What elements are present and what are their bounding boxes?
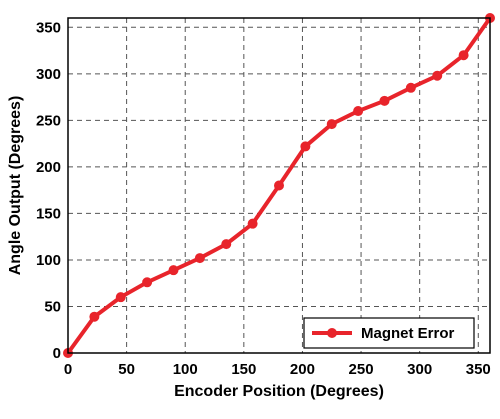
data-point <box>89 311 100 322</box>
data-point <box>168 265 179 276</box>
data-point <box>142 277 153 288</box>
data-point <box>353 106 364 117</box>
y-tick-label: 0 <box>53 345 61 362</box>
y-tick-label: 350 <box>36 19 61 36</box>
data-point <box>326 119 337 130</box>
x-tick-label: 50 <box>118 361 135 378</box>
y-tick-label: 50 <box>44 298 61 315</box>
data-point <box>432 70 443 81</box>
data-point <box>405 82 416 93</box>
y-tick-label: 100 <box>36 252 61 269</box>
data-point <box>458 50 469 61</box>
x-tick-label: 250 <box>349 361 374 378</box>
x-tick-label: 200 <box>290 361 315 378</box>
legend-label: Magnet Error <box>361 325 455 342</box>
y-axis-label: Angle Output (Degrees) <box>7 96 24 276</box>
x-tick-label: 300 <box>407 361 432 378</box>
data-point <box>221 239 232 250</box>
y-tick-label: 200 <box>36 159 61 176</box>
x-tick-label: 0 <box>64 361 72 378</box>
x-tick-label: 150 <box>231 361 256 378</box>
tick-labels: 0 50 100 150 200 250 300 350 0 50 100 150 200 250 300 3… <box>36 19 491 378</box>
y-tick-label: 250 <box>36 112 61 129</box>
x-tick-label: 350 <box>466 361 491 378</box>
data-point <box>379 95 390 106</box>
y-tick-label: 300 <box>36 66 61 83</box>
grid <box>68 18 490 353</box>
series-layer <box>63 13 495 358</box>
x-tick-label: 100 <box>173 361 198 378</box>
x-axis-label: Encoder Position (Degrees) <box>174 383 384 400</box>
data-point <box>194 253 205 264</box>
legend: Magnet Error <box>303 317 475 349</box>
legend-swatch-marker <box>327 328 337 338</box>
y-tick-label: 150 <box>36 205 61 222</box>
data-point <box>247 218 258 229</box>
data-point <box>300 141 311 152</box>
data-point <box>115 292 126 303</box>
data-point <box>274 180 284 191</box>
plot-frame <box>67 17 491 354</box>
